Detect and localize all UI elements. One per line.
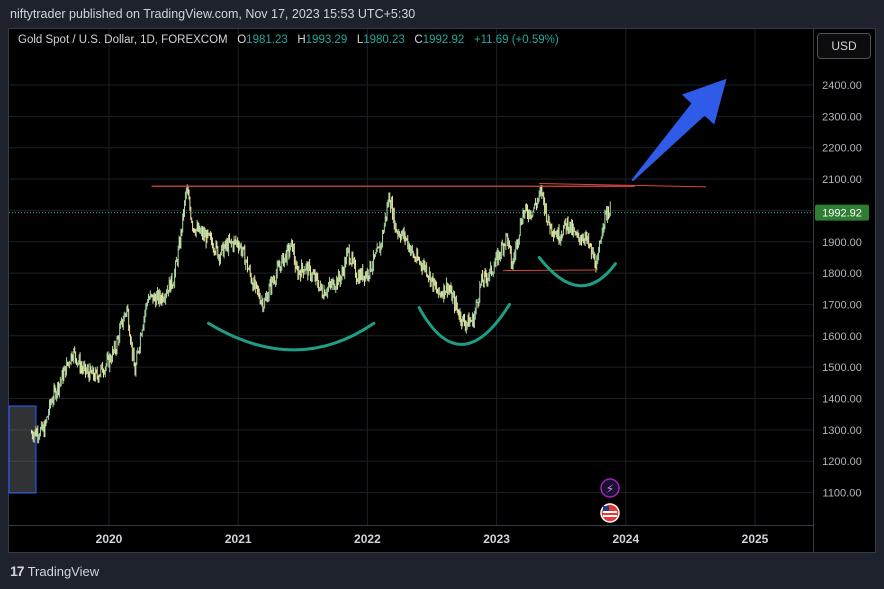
y-tick-label: 1600.00	[822, 331, 862, 343]
y-tick-label: 2100.00	[822, 174, 862, 186]
x-tick-label: 2025	[742, 532, 769, 546]
event-icons[interactable]: ⚡	[600, 478, 620, 523]
chart-grid	[9, 29, 813, 525]
y-tick-label: 1300.00	[822, 425, 862, 437]
price-axis: 1100.00 1200.00 1300.00 1400.00 1500.00 1600.…	[822, 80, 862, 500]
us-flag-canton	[603, 506, 609, 511]
lightning-icon	[600, 478, 620, 498]
cup-curve-left	[206, 321, 376, 352]
x-tick-label: 2022	[354, 532, 381, 546]
tradingview-logo[interactable]: 17 TradingView	[10, 563, 99, 579]
y-tick-label: 1500.00	[822, 362, 862, 374]
x-tick-label: 2020	[96, 532, 123, 546]
x-tick-label: 2023	[483, 532, 510, 546]
us-flag-stripe	[603, 511, 617, 513]
open-label: O	[237, 34, 247, 46]
symbol-name: Gold Spot / U.S. Dollar, 1D, FOREXCOM	[18, 34, 228, 46]
tradingview-logo-icon: 17	[10, 563, 25, 579]
bullish-arrow	[631, 78, 727, 182]
y-tick-label: 1800.00	[822, 268, 862, 280]
y-tick-label: 2200.00	[822, 143, 862, 155]
price-tag-label: 1992.92	[822, 208, 862, 220]
symbol-legend: Gold Spot / U.S. Dollar, 1D, FOREXCOM O1…	[18, 34, 559, 46]
change-value: +11.69 (+0.59%)	[473, 34, 559, 46]
chart-area[interactable]	[8, 28, 876, 553]
low-label: L	[356, 34, 364, 46]
tradingview-brand: TradingView	[27, 563, 100, 579]
us-flag-stripe	[603, 515, 617, 517]
y-tick-label: 2300.00	[822, 111, 862, 123]
close-label: C	[414, 34, 423, 46]
y-tick-label: 1700.00	[822, 299, 862, 311]
footer-bar	[0, 553, 884, 589]
price-tag-bg	[815, 204, 869, 221]
open-value: 1981.23	[246, 34, 288, 46]
y-tick-label: 2400.00	[822, 80, 862, 92]
highlight-box	[8, 405, 37, 494]
time-axis: 2020 2021 2022 2023 2024 2025	[96, 532, 769, 546]
low-value: 1980.23	[363, 34, 405, 46]
close-value: 1992.92	[422, 34, 465, 46]
y-tick-label: 1400.00	[822, 394, 862, 406]
price-series	[30, 184, 611, 444]
publish-text: niftytrader published on TradingView.com…	[10, 7, 416, 21]
lightning-glyph: ⚡	[606, 482, 614, 496]
cup-curve-middle	[417, 302, 512, 346]
y-tick-label: 1100.00	[823, 488, 862, 500]
resistance-line-2	[539, 182, 706, 188]
x-tick-label: 2024	[612, 532, 639, 546]
high-label: H	[297, 34, 306, 46]
cup-curve-right	[537, 255, 617, 288]
publish-header: niftytrader published on TradingView.com…	[0, 0, 884, 28]
y-tick-label: 1200.00	[822, 456, 862, 468]
high-value: 1993.29	[305, 34, 348, 46]
x-tick-label: 2021	[225, 532, 252, 546]
price-tag: 1992.92	[815, 204, 869, 221]
currency-button[interactable]: USD	[817, 33, 871, 59]
y-tick-label: 1900.00	[822, 237, 862, 249]
